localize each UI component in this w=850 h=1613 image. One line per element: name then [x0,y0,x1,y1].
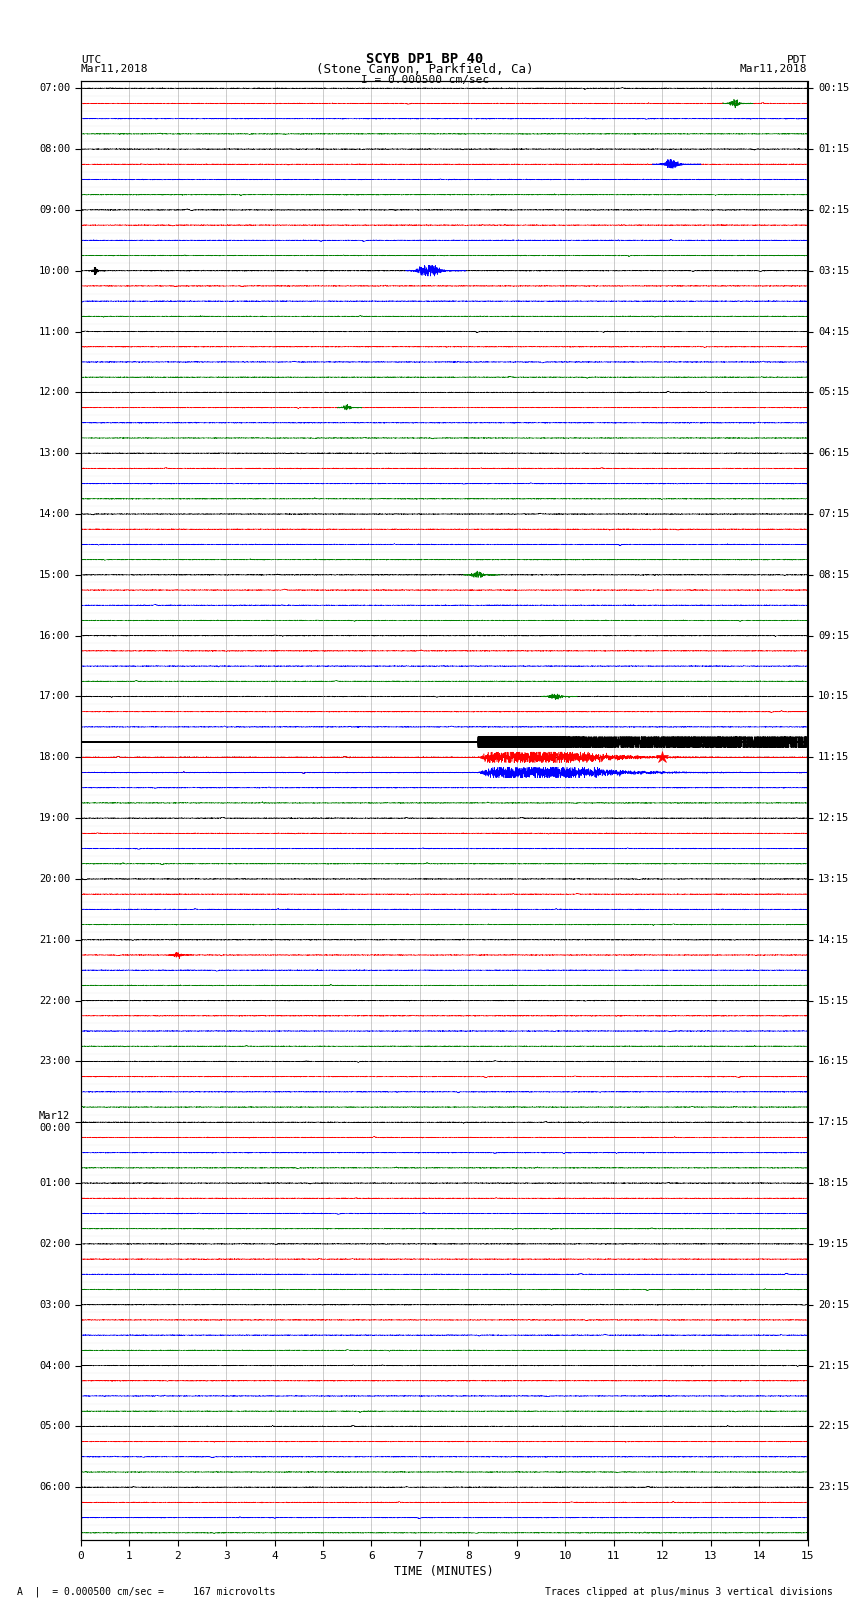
Text: A  |  = 0.000500 cm/sec =     167 microvolts: A | = 0.000500 cm/sec = 167 microvolts [17,1586,275,1597]
Text: Mar11,2018: Mar11,2018 [740,65,808,74]
Text: I = 0.000500 cm/sec: I = 0.000500 cm/sec [361,74,489,84]
Text: SCYB DP1 BP 40: SCYB DP1 BP 40 [366,53,484,66]
Text: (Stone Canyon, Parkfield, Ca): (Stone Canyon, Parkfield, Ca) [316,63,534,76]
Text: UTC: UTC [81,55,101,65]
Text: Mar11,2018: Mar11,2018 [81,65,148,74]
Text: Traces clipped at plus/minus 3 vertical divisions: Traces clipped at plus/minus 3 vertical … [545,1587,833,1597]
Text: PDT: PDT [787,55,808,65]
X-axis label: TIME (MINUTES): TIME (MINUTES) [394,1565,494,1578]
